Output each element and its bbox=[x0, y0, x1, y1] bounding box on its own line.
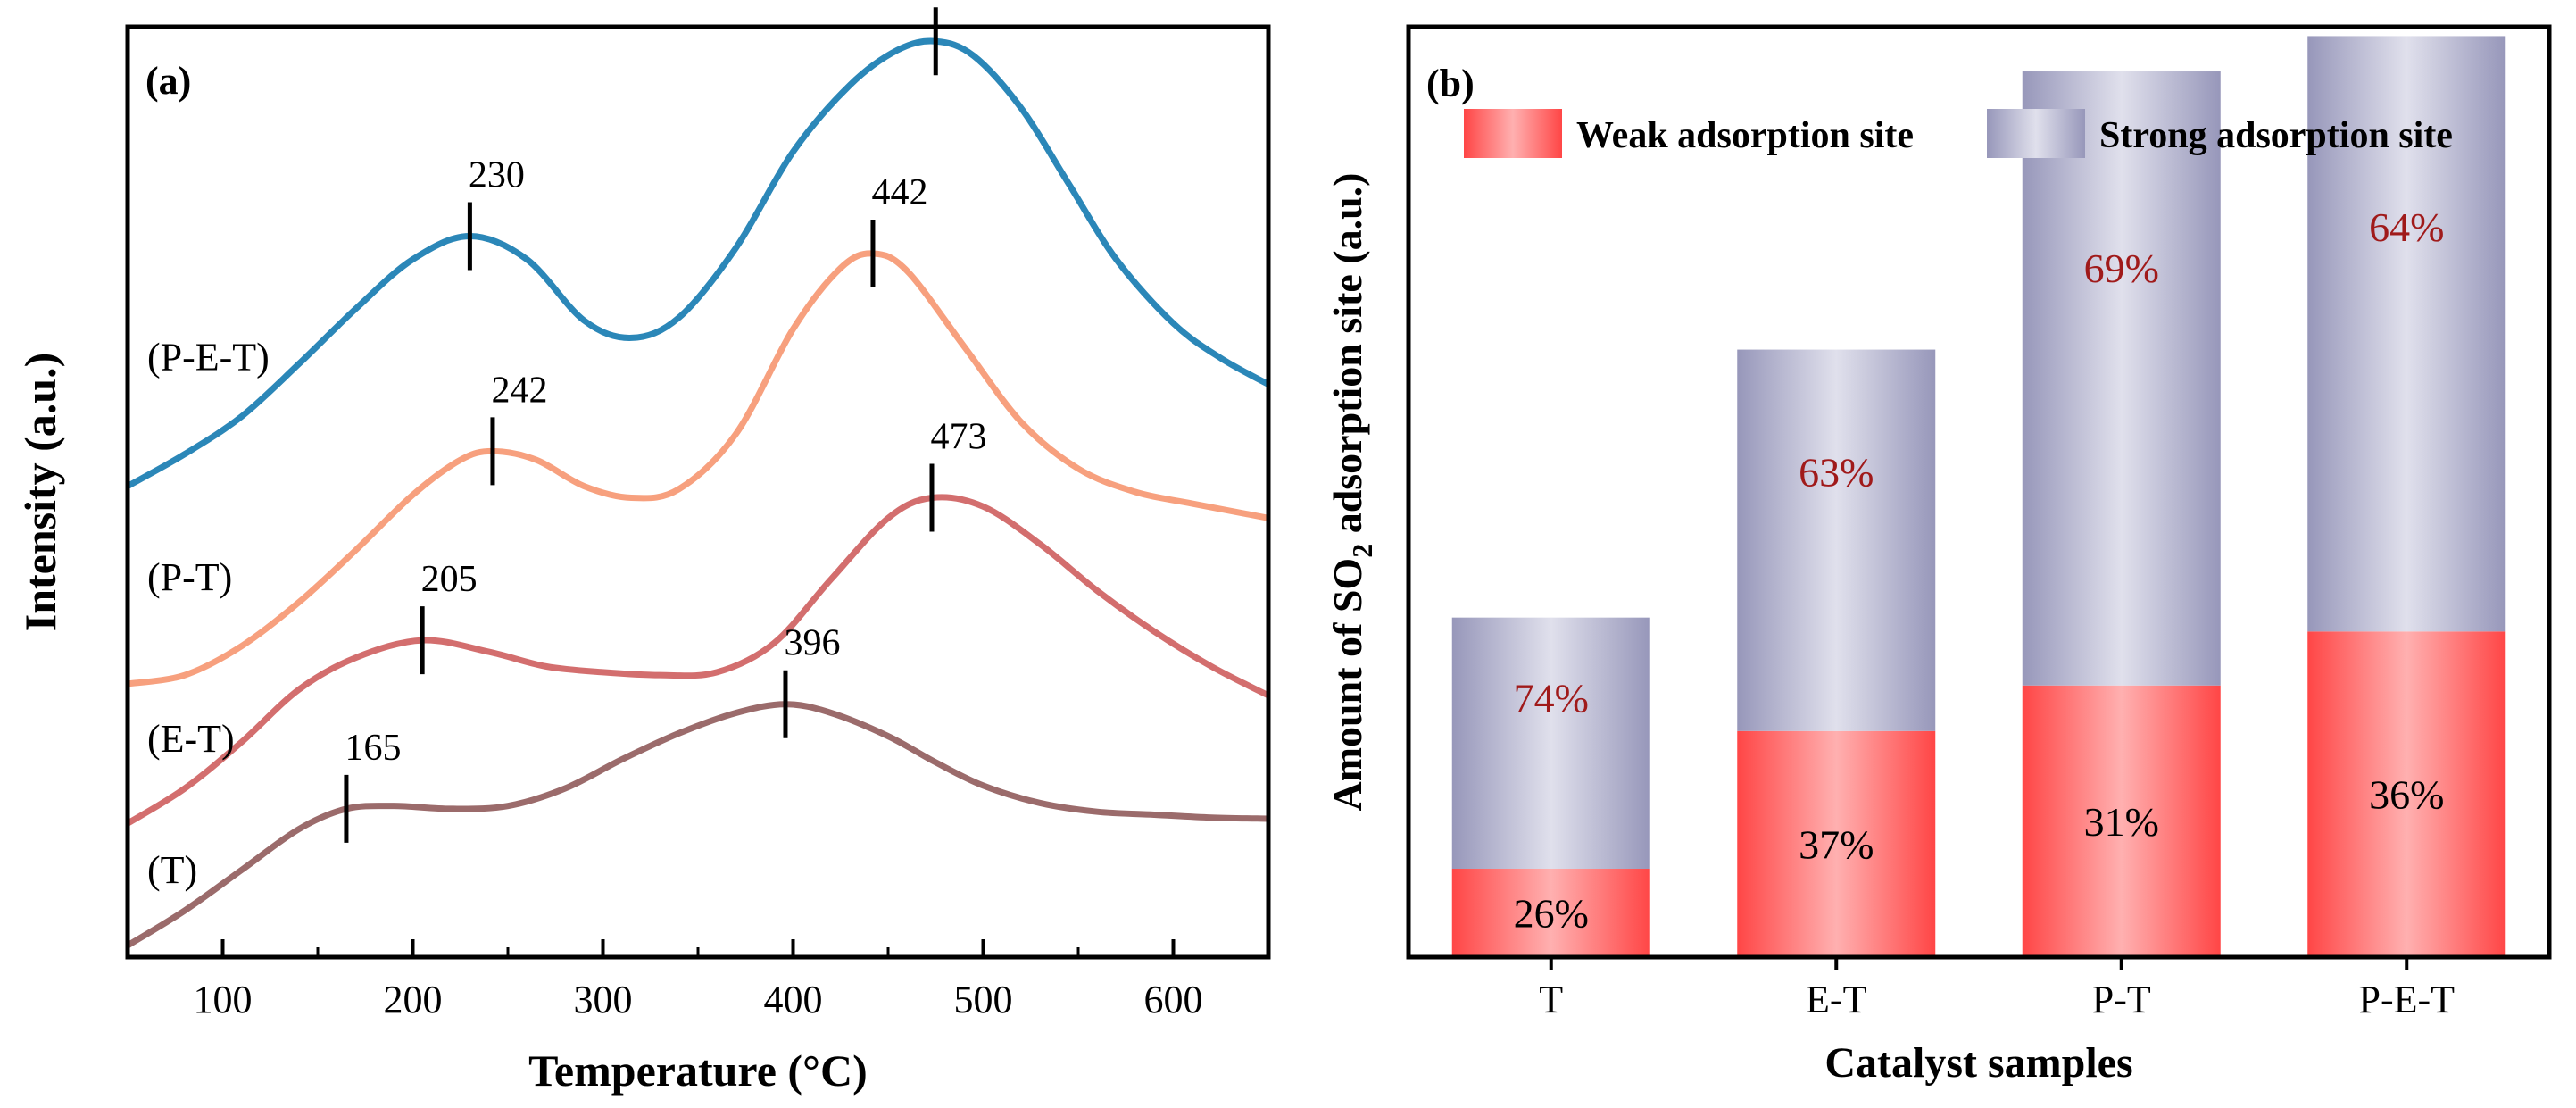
legend-label-weak: Weak adsorption site bbox=[1576, 115, 1914, 156]
peak-label-442: 442 bbox=[871, 172, 927, 213]
bar-label-p-t-strong: 69% bbox=[2084, 246, 2159, 291]
bar-p-e-t-weak bbox=[2307, 631, 2506, 957]
x-tick-label-p-t: P-T bbox=[2092, 978, 2151, 1021]
curve-p-e-t bbox=[126, 37, 1270, 489]
y-title-prefix: Amount of SO bbox=[1325, 558, 1370, 812]
y-title-suffix: adsorption site (a.u.) bbox=[1325, 172, 1370, 543]
panel-b-y-axis-title: Amount of SO2 adsorption site (a.u.) bbox=[1325, 172, 1378, 811]
curve-t bbox=[126, 701, 1269, 948]
bar-label-t-weak: 26% bbox=[1514, 891, 1589, 937]
series-label-p-e-t: (P-E-T) bbox=[147, 335, 270, 379]
x-tick-label-500: 500 bbox=[954, 978, 1013, 1021]
x-tick-label-t: T bbox=[1539, 978, 1563, 1021]
x-tick-label-e-t: E-T bbox=[1806, 978, 1867, 1021]
panel-a-x-axis-title: Temperature (°C) bbox=[528, 1046, 868, 1096]
bar-label-p-e-t-strong: 64% bbox=[2369, 204, 2444, 250]
x-tick-label-600: 600 bbox=[1144, 978, 1203, 1021]
bar-label-p-t-weak: 31% bbox=[2084, 799, 2159, 845]
bar-label-e-t-strong: 63% bbox=[1799, 449, 1874, 495]
bar-t-weak bbox=[1451, 869, 1650, 957]
bar-p-t-weak bbox=[2022, 685, 2221, 957]
peak-label-475: 475 bbox=[935, 0, 991, 1]
panel-b-x-axis-title: Catalyst samples bbox=[1824, 1039, 2132, 1087]
legend-swatch-weak bbox=[1464, 109, 1562, 158]
bar-t-strong bbox=[1451, 617, 1650, 870]
bar-e-t-strong bbox=[1737, 349, 1936, 731]
peak-label-242: 242 bbox=[491, 370, 547, 411]
x-tick-label-100: 100 bbox=[194, 978, 253, 1021]
peak-label-205: 205 bbox=[421, 559, 478, 600]
x-tick-label-400: 400 bbox=[764, 978, 823, 1021]
peak-label-230: 230 bbox=[469, 154, 525, 196]
x-tick-label-200: 200 bbox=[384, 978, 443, 1021]
x-tick-label-p-e-t: P-E-T bbox=[2358, 978, 2455, 1021]
bar-label-e-t-weak: 37% bbox=[1799, 821, 1874, 867]
panel-a-y-axis-title: Intensity (a.u.) bbox=[15, 353, 65, 632]
series-label-p-t: (P-T) bbox=[147, 555, 232, 599]
bar-p-e-t-strong bbox=[2307, 36, 2506, 632]
peak-label-396: 396 bbox=[784, 623, 840, 664]
panel-b-plot-frame bbox=[1406, 24, 2552, 960]
bar-label-t-strong: 74% bbox=[1514, 676, 1589, 721]
panel-b-legend: Weak adsorption site Strong adsorption s… bbox=[1464, 109, 2453, 158]
panel-b-label: (b) bbox=[1426, 62, 1475, 105]
legend-label-strong: Strong adsorption site bbox=[2099, 115, 2453, 156]
peak-label-165: 165 bbox=[345, 728, 401, 769]
y-title-subscript: 2 bbox=[1346, 544, 1378, 558]
panel-a-label: (a) bbox=[145, 59, 191, 103]
bar-p-t-strong bbox=[2022, 71, 2221, 686]
curve-e-t bbox=[126, 494, 1270, 827]
series-label-e-t: (E-T) bbox=[147, 717, 235, 761]
bar-label-p-e-t-weak: 36% bbox=[2369, 772, 2444, 818]
x-tick-label-300: 300 bbox=[574, 978, 633, 1021]
peak-label-473: 473 bbox=[930, 417, 986, 458]
curve-p-t bbox=[127, 250, 1269, 687]
bar-e-t-weak bbox=[1737, 730, 1936, 957]
legend-swatch-strong bbox=[1987, 109, 2085, 158]
panel-a-line-chart: 165 396 205 473 242 442 230 475 (T) (E-T) (P-T) (P… bbox=[15, 0, 1271, 1096]
series-label-t: (T) bbox=[147, 848, 197, 892]
panel-b-stacked-bar-chart: 26% 74% 37% 63% 31% 69% 36% 64% T E-T P-T P-E-T (b… bbox=[1325, 24, 2552, 1087]
panel-a-plot-frame bbox=[125, 24, 1271, 960]
